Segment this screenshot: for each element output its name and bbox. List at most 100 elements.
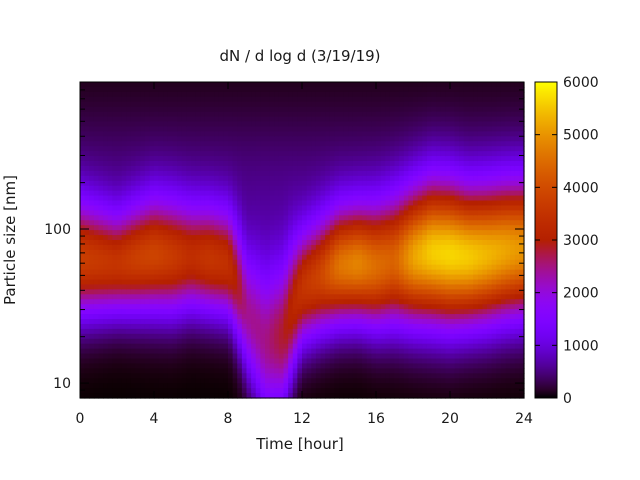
heatmap-cell (389, 146, 396, 152)
heatmap-cell (283, 96, 289, 103)
heatmap-cell (172, 284, 178, 290)
heatmap-cell (288, 358, 294, 365)
heatmap-cell (163, 82, 169, 88)
heatmap-cell (348, 161, 354, 167)
heatmap-cell (352, 235, 359, 241)
heatmap-cell (274, 393, 280, 399)
heatmap-cell (177, 131, 183, 137)
heatmap-cell (191, 259, 197, 266)
heatmap-cell (232, 348, 238, 355)
heatmap-cell (89, 101, 95, 108)
heatmap-cell (228, 319, 234, 325)
heatmap-cell (385, 314, 391, 320)
heatmap-cell (130, 333, 137, 340)
heatmap-cell (339, 333, 345, 340)
heatmap-cell (237, 348, 243, 355)
heatmap-cell (177, 170, 183, 177)
heatmap-cell (422, 175, 428, 182)
heatmap-cell (251, 284, 257, 290)
heatmap-cell (172, 388, 178, 394)
heatmap-cell (413, 368, 419, 374)
heatmap-cell (255, 215, 261, 221)
heatmap-cell (288, 264, 294, 271)
heatmap-cell (385, 319, 391, 325)
heatmap-cell (278, 368, 285, 374)
heatmap-cell (89, 269, 95, 276)
heatmap-cell (339, 121, 345, 128)
heatmap-cell (93, 225, 100, 231)
heatmap-cell (251, 274, 257, 281)
heatmap-cell (265, 151, 271, 157)
heatmap-cell (130, 279, 137, 286)
heatmap-cell (251, 151, 257, 157)
heatmap-cell (343, 299, 349, 305)
heatmap-cell (204, 240, 211, 246)
heatmap-cell (84, 264, 90, 271)
heatmap-cell (237, 323, 243, 330)
heatmap-cell (112, 205, 118, 211)
heatmap-cell (431, 215, 437, 221)
heatmap-cell (232, 170, 238, 177)
heatmap-cell (186, 141, 192, 147)
heatmap-cell (80, 126, 86, 132)
heatmap-cell (103, 195, 109, 202)
heatmap-cell (371, 161, 377, 167)
heatmap-cell (334, 388, 340, 394)
heatmap-cell (260, 388, 266, 394)
heatmap-cell (107, 230, 113, 236)
heatmap-cell (325, 131, 331, 137)
heatmap-cell (394, 274, 400, 281)
heatmap-cell (302, 141, 308, 147)
heatmap-cell (431, 141, 437, 147)
heatmap-cell (135, 388, 141, 394)
heatmap-cell (362, 343, 368, 350)
heatmap-cell (389, 106, 396, 113)
heatmap-cell (89, 274, 95, 281)
heatmap-cell (140, 116, 146, 123)
heatmap-cell (251, 195, 257, 202)
heatmap-cell (232, 180, 238, 187)
heatmap-cell (80, 314, 86, 320)
heatmap-cell (302, 279, 308, 286)
heatmap-cell (417, 249, 423, 256)
heatmap-cell (144, 101, 150, 108)
heatmap-cell (232, 393, 238, 399)
heatmap-cell (126, 393, 132, 399)
heatmap-cell (237, 205, 243, 211)
heatmap-cell (223, 249, 229, 256)
heatmap-cell (237, 264, 243, 271)
heatmap-cell (399, 106, 405, 113)
heatmap-cell (274, 126, 280, 132)
heatmap-cell (315, 284, 322, 290)
heatmap-cell (292, 264, 298, 271)
heatmap-cell (172, 240, 178, 246)
heatmap-cell (195, 210, 201, 216)
heatmap-cell (366, 279, 372, 286)
heatmap-cell (274, 86, 280, 93)
heatmap-cell (172, 274, 178, 281)
heatmap-cell (426, 363, 433, 369)
heatmap-cell (163, 304, 169, 310)
heatmap-cell (140, 323, 146, 330)
heatmap-cell (343, 195, 349, 202)
heatmap-cell (297, 368, 303, 374)
heatmap-cell (149, 195, 155, 202)
heatmap-cell (343, 215, 349, 221)
heatmap-cell (260, 274, 266, 281)
heatmap-cell (200, 225, 206, 231)
heatmap-cell (394, 284, 400, 290)
heatmap-cell (260, 190, 266, 197)
heatmap-cell (329, 388, 335, 394)
heatmap-cell (191, 299, 197, 305)
heatmap-cell (288, 225, 294, 231)
heatmap-cell (292, 126, 298, 132)
heatmap-cell (339, 141, 345, 147)
heatmap-cell (394, 116, 400, 123)
heatmap-cell (93, 101, 100, 108)
heatmap-cell (334, 230, 340, 236)
heatmap-cell (283, 185, 289, 192)
heatmap-cell (167, 383, 174, 389)
heatmap-cell (135, 156, 141, 162)
heatmap-cell (371, 131, 377, 137)
heatmap-cell (329, 259, 335, 266)
